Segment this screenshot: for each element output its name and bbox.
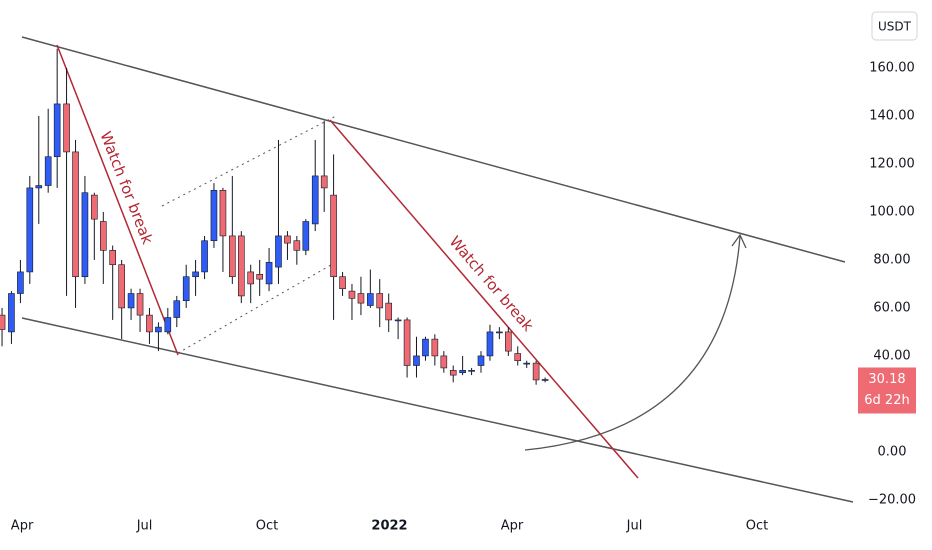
y-tick-label: 40.00: [873, 348, 910, 363]
drawings: [21, 36, 854, 503]
candle-body: [302, 221, 310, 251]
candle-body: [311, 175, 319, 225]
trend-line: [329, 119, 639, 479]
candle-body: [91, 194, 98, 220]
candle-body: [523, 362, 531, 365]
candle-body: [265, 262, 273, 285]
annotation: Watch for break: [446, 233, 538, 335]
candle-body: [26, 187, 34, 273]
candle-body: [468, 370, 475, 372]
candles: [0, 48, 549, 385]
candle-body: [459, 370, 466, 374]
candle-body: [155, 326, 162, 333]
channel-lower: [21, 317, 854, 503]
candle-body: [367, 293, 374, 306]
candle-body: [477, 355, 485, 366]
candle-body: [0, 314, 6, 330]
countdown: 6d 22h: [864, 393, 909, 408]
candle-body: [44, 156, 52, 186]
x-tick-label: 2022: [371, 519, 407, 534]
candle-body: [514, 353, 522, 362]
candle-body: [210, 190, 218, 242]
x-tick-label: Oct: [256, 519, 278, 534]
candle-body: [449, 370, 457, 376]
candle-body: [403, 319, 411, 366]
candle-body: [63, 103, 70, 153]
candle-body: [53, 103, 61, 158]
x-tick-label: Jul: [136, 519, 153, 534]
candle-body: [284, 235, 291, 244]
y-tick-label: 140.00: [869, 108, 915, 123]
trend-line: [56, 44, 179, 356]
candle-body: [275, 235, 282, 268]
y-tick-label: 120.00: [869, 156, 915, 171]
candle-body: [422, 338, 429, 357]
y-tick-label: 160.00: [869, 60, 915, 75]
last-price: 30.18: [868, 372, 905, 387]
candle-body: [256, 274, 263, 280]
y-tick-label: 60.00: [873, 300, 910, 315]
candle-body: [201, 240, 208, 273]
y-tick-label: 100.00: [869, 204, 915, 219]
candle-body: [192, 271, 199, 278]
candle-body: [238, 235, 245, 297]
candle-body: [394, 319, 402, 322]
candle-body: [100, 221, 107, 251]
candle-body: [173, 300, 181, 318]
candle-body: [339, 276, 346, 290]
candle-body: [486, 331, 494, 357]
x-tick-label: Jul: [626, 519, 643, 534]
projection-arrow: [524, 235, 741, 451]
candle-body: [109, 250, 116, 266]
candle-body: [219, 190, 227, 237]
y-tick-label: 80.00: [873, 252, 910, 267]
x-tick-label: Apr: [501, 519, 524, 534]
candle-body: [440, 355, 448, 369]
currency-box: [871, 11, 918, 41]
candle-body: [532, 362, 540, 381]
currency: USDT: [878, 20, 912, 34]
x-tick-label: Oct: [746, 519, 768, 534]
arrow-head: [731, 233, 747, 249]
x-tick-label: Apr: [11, 519, 34, 534]
dotted-lower: [177, 261, 337, 354]
dotted-upper: [161, 115, 337, 207]
candle-body: [348, 290, 356, 299]
candle-body: [136, 293, 144, 316]
candle-body: [72, 151, 79, 278]
candle-body: [35, 185, 43, 189]
price-label: 30.18 6d 22h: [858, 367, 916, 414]
candle-body: [376, 293, 384, 309]
candle-body: [127, 293, 135, 309]
candle-body: [146, 314, 153, 333]
candle-body: [8, 293, 15, 333]
candle-body: [357, 293, 365, 304]
y-tick-label: −20.00: [868, 492, 916, 507]
candle-body: [229, 235, 236, 278]
candle-body: [330, 194, 337, 278]
candle-body: [413, 355, 420, 366]
price-box: [858, 367, 916, 414]
candle-body: [81, 192, 89, 278]
candle-body: [182, 276, 190, 302]
candle-body: [505, 331, 512, 352]
candle-body: [541, 379, 549, 381]
candle-body: [385, 302, 393, 321]
channel-upper: [21, 36, 846, 263]
candle-body: [496, 331, 503, 334]
candle-body: [293, 240, 301, 251]
y-tick-label: 0.00: [878, 444, 907, 459]
candle-body: [320, 175, 328, 189]
candle-body: [247, 271, 255, 285]
candle-body: [164, 317, 172, 333]
candle-body: [431, 338, 439, 357]
candle-body: [17, 271, 24, 294]
candle-body: [118, 264, 125, 309]
